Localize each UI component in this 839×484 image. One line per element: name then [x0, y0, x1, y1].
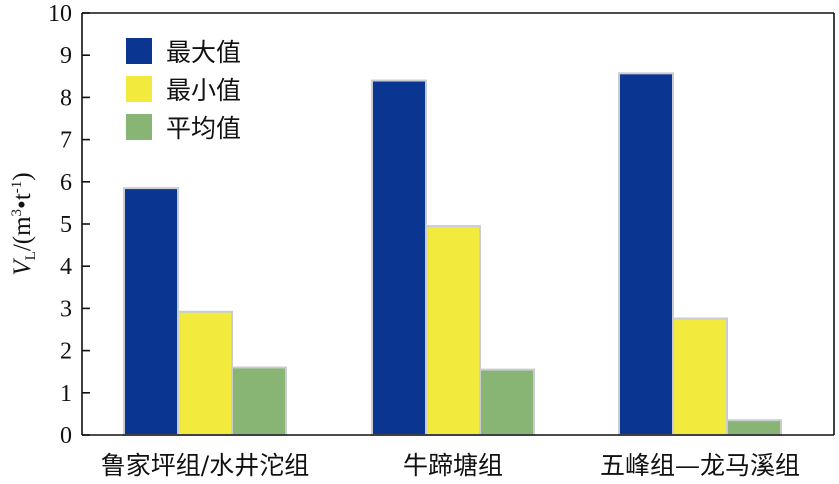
- bar-max: [371, 79, 427, 437]
- y-axis-label-close: ): [9, 172, 36, 180]
- bar-min: [177, 310, 233, 436]
- y-tick-label: 4: [60, 254, 72, 280]
- bar-avg: [726, 419, 782, 437]
- y-tick-label: 3: [60, 296, 72, 322]
- x-category-label: 鲁家坪组/水井沱组: [101, 451, 309, 480]
- bar-avg: [479, 368, 535, 436]
- legend-label: 最小值: [166, 76, 241, 105]
- bar-max: [618, 72, 674, 436]
- legend-label: 最大值: [166, 38, 241, 67]
- y-tick-label: 6: [60, 170, 72, 196]
- bar-min: [672, 317, 728, 437]
- y-tick-label: 2: [60, 339, 72, 365]
- y-tick-label: 0: [60, 423, 72, 449]
- y-tick-label: 7: [60, 128, 72, 154]
- y-tick-label: 1: [60, 381, 72, 407]
- legend-swatch: [126, 76, 152, 102]
- y-axis-ticks: 0 1 2 3 4 5 6 7 8 9 10: [48, 1, 90, 449]
- legend-swatch: [126, 114, 152, 140]
- y-tick-label: 9: [60, 43, 72, 69]
- y-axis-label: VL/(m3•t-1): [9, 172, 39, 275]
- y-axis-label-subscript: L: [23, 251, 39, 260]
- y-axis-label-sup2: -1: [9, 181, 25, 194]
- bar-min: [425, 225, 481, 436]
- y-axis-label-mid: •t: [9, 193, 36, 209]
- y-axis-label-sup1: 3: [9, 209, 25, 217]
- bar-avg: [231, 366, 287, 437]
- x-category-label: 五峰组—龙马溪组: [600, 451, 800, 480]
- legend-swatch: [126, 38, 152, 64]
- y-tick-label: 8: [60, 85, 72, 111]
- bars-layer: [123, 72, 782, 437]
- x-axis-category-labels: 鲁家坪组/水井沱组 牛蹄塘组 五峰组—龙马溪组: [101, 451, 800, 480]
- y-tick-label: 10: [48, 1, 72, 27]
- y-axis-label-unit-prefix: /(m: [9, 216, 36, 251]
- x-category-label: 牛蹄塘组: [403, 451, 503, 480]
- legend-label: 平均值: [166, 114, 241, 143]
- y-tick-label: 5: [60, 212, 72, 238]
- y-axis-label-symbol: V: [9, 258, 36, 276]
- bar-max: [123, 187, 179, 436]
